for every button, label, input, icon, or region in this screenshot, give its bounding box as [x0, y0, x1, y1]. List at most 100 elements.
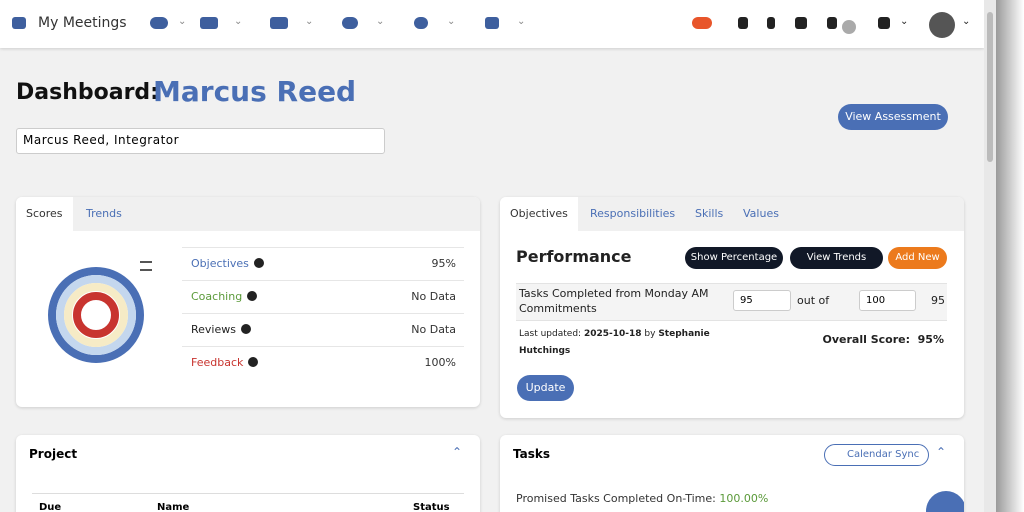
- project-card: Project ⌃ Due Name Status: [16, 435, 480, 512]
- score-row: Coaching No Data: [182, 280, 464, 313]
- row-value: No Data: [411, 323, 456, 336]
- task-score: 95: [931, 294, 945, 307]
- add-new-button[interactable]: Add New: [888, 247, 947, 269]
- avatar[interactable]: [929, 12, 955, 38]
- info-icon[interactable]: [248, 357, 259, 367]
- nav-bar: My Meetings ⌄ ⌄ ⌄ ⌄ ⌄ ⌄ ⌄ ⌄: [0, 0, 984, 48]
- score-rings: [48, 267, 144, 363]
- settings-icon[interactable]: [414, 17, 428, 29]
- chevron[interactable]: ⌄: [178, 16, 187, 27]
- text: Promised Tasks Completed On-Time:: [516, 492, 716, 505]
- text: 100.00%: [719, 492, 769, 505]
- chevron[interactable]: ⌄: [962, 16, 971, 27]
- row-value: 95%: [431, 257, 456, 270]
- search-icon[interactable]: [738, 17, 748, 29]
- chevron[interactable]: ⌄: [517, 16, 526, 27]
- performance-card: Objectives Responsibilities Skills Value…: [500, 197, 964, 418]
- text: 95%: [917, 333, 944, 346]
- view-assessment-button[interactable]: View Assessment: [838, 104, 948, 130]
- promised-tasks: Promised Tasks Completed On-Time: 100.00…: [516, 492, 768, 505]
- info-icon[interactable]: [247, 291, 258, 301]
- tab-bar: Objectives Responsibilities Skills Value…: [500, 197, 964, 231]
- performance-title: Performance: [516, 247, 632, 266]
- project-title: Project: [29, 447, 78, 461]
- tasks-card: Tasks Calendar Sync ⌃ Promised Tasks Com…: [500, 435, 964, 512]
- select-value: Marcus Reed, Integrator: [23, 133, 180, 147]
- scores-card: Scores Trends Objectives 95% Coaching No D…: [16, 197, 480, 407]
- tab-bar: Scores Trends: [16, 197, 480, 231]
- scroll-thumb[interactable]: [987, 12, 993, 162]
- text: 2025-10-18: [583, 329, 642, 339]
- info-icon[interactable]: [253, 258, 264, 268]
- chevron[interactable]: ⌄: [900, 16, 909, 27]
- school-icon[interactable]: [485, 17, 499, 29]
- collapse-icon[interactable]: ⌃: [936, 445, 947, 459]
- org-icon[interactable]: [270, 17, 288, 29]
- user-select[interactable]: Marcus Reed, Integrator: [16, 128, 385, 154]
- column-header[interactable]: Status: [413, 502, 450, 512]
- tab[interactable]: Trends: [86, 207, 122, 220]
- score-row: Feedback 100%: [182, 346, 464, 379]
- column-header[interactable]: Due: [39, 502, 62, 512]
- scrollbar[interactable]: [984, 0, 996, 512]
- mode-toggle[interactable]: [692, 17, 712, 29]
- last-updated: Last updated: 2025-10-18 by Stephanie Hu…: [519, 326, 719, 360]
- text: Overall Score:: [822, 333, 910, 346]
- chevron[interactable]: ⌄: [305, 16, 314, 27]
- people-icon[interactable]: [200, 17, 218, 29]
- gauge-icon[interactable]: [342, 17, 358, 29]
- row-label: Reviews: [191, 323, 251, 336]
- table-rule: [32, 493, 464, 494]
- badge: [842, 20, 856, 34]
- row-label: Coaching: [191, 290, 258, 303]
- list-icon[interactable]: [795, 17, 807, 29]
- column-header[interactable]: Name: [157, 502, 190, 512]
- dashboard-label: Dashboard:: [16, 80, 159, 105]
- tab[interactable]: Scores: [16, 197, 73, 231]
- tasks-title: Tasks: [513, 447, 551, 461]
- page: My Meetings ⌄ ⌄ ⌄ ⌄ ⌄ ⌄ ⌄ ⌄ Dashboard: M…: [0, 0, 984, 512]
- out-of-label: out of: [797, 294, 830, 307]
- info-icon[interactable]: [240, 324, 251, 334]
- text: Reviews: [191, 323, 236, 336]
- tab[interactable]: Objectives: [500, 197, 578, 231]
- chevron[interactable]: ⌄: [234, 16, 243, 27]
- overall-score: Overall Score: 95%: [823, 333, 945, 346]
- view-trends-button[interactable]: View Trends: [790, 247, 883, 269]
- user-name: Marcus Reed: [153, 75, 357, 108]
- menu-icon[interactable]: [140, 261, 152, 271]
- score-row: Reviews No Data: [182, 313, 464, 346]
- row-label: Objectives: [191, 257, 264, 270]
- tab[interactable]: Responsibilities: [590, 207, 676, 220]
- total-input[interactable]: 100: [859, 290, 916, 311]
- calendar-sync-button[interactable]: Calendar Sync: [824, 444, 930, 466]
- text: Objectives: [191, 257, 249, 270]
- chevron[interactable]: ⌄: [447, 16, 456, 27]
- text: Stephanie Hutchings: [519, 329, 710, 356]
- text: Coaching: [191, 290, 243, 303]
- row-value: 100%: [424, 356, 456, 369]
- row-label: Feedback: [191, 356, 259, 369]
- window-shadow: [996, 0, 1024, 512]
- tab[interactable]: Values: [743, 207, 779, 220]
- chevron[interactable]: ⌄: [376, 16, 385, 27]
- text: Feedback: [191, 356, 244, 369]
- idea-icon[interactable]: [767, 17, 775, 29]
- done-input[interactable]: 95: [733, 290, 791, 311]
- task-label: Tasks Completed from Monday AM Commitmen…: [519, 287, 709, 315]
- toggle-icon[interactable]: [150, 17, 168, 29]
- bell-icon[interactable]: [827, 17, 837, 29]
- tab[interactable]: Skills: [695, 207, 724, 220]
- update-button[interactable]: Update: [517, 375, 574, 401]
- chat-bot-button[interactable]: [926, 491, 964, 512]
- show-percentage-button[interactable]: Show Percentage: [685, 247, 783, 269]
- store-icon[interactable]: [878, 17, 890, 29]
- collapse-icon[interactable]: ⌃: [452, 445, 463, 459]
- app-title[interactable]: My Meetings: [38, 15, 127, 31]
- text: Last updated:: [519, 329, 582, 339]
- logo: [12, 17, 26, 29]
- score-row: Objectives 95%: [182, 247, 464, 280]
- row-value: No Data: [411, 290, 456, 303]
- text: by: [644, 329, 656, 339]
